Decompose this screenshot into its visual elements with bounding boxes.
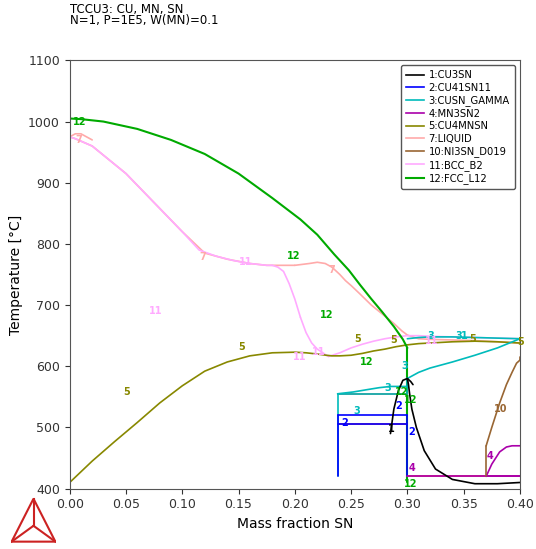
Text: 10: 10 — [494, 404, 508, 414]
Text: 11: 11 — [311, 347, 325, 357]
Text: 12: 12 — [404, 395, 418, 405]
Text: 12: 12 — [319, 311, 333, 321]
Text: 5: 5 — [518, 337, 524, 347]
Text: 11: 11 — [239, 257, 252, 267]
Text: 12: 12 — [73, 116, 86, 127]
Y-axis label: Temperature [°C]: Temperature [°C] — [9, 214, 23, 335]
Text: 11: 11 — [293, 352, 306, 362]
Text: 5: 5 — [390, 335, 397, 345]
Text: 4: 4 — [486, 451, 493, 461]
Text: 5: 5 — [470, 334, 476, 344]
Text: 12: 12 — [287, 251, 300, 261]
Text: 1: 1 — [461, 330, 468, 341]
Text: TCCU3: CU, MN, SN: TCCU3: CU, MN, SN — [70, 3, 183, 16]
Text: N=1, P=1E5, W(MN)=0.1: N=1, P=1E5, W(MN)=0.1 — [70, 14, 218, 27]
Text: 5: 5 — [124, 387, 130, 397]
Text: 1: 1 — [388, 424, 395, 434]
X-axis label: Mass fraction SN: Mass fraction SN — [236, 517, 353, 531]
Text: 3: 3 — [402, 361, 408, 371]
Text: 3: 3 — [428, 330, 434, 341]
Text: 4: 4 — [408, 463, 415, 473]
Text: 7: 7 — [199, 253, 206, 262]
Text: 2: 2 — [395, 401, 401, 411]
Text: 12: 12 — [404, 479, 418, 489]
Text: 3: 3 — [456, 330, 463, 341]
Text: 7: 7 — [75, 135, 82, 145]
Text: 2: 2 — [341, 418, 348, 428]
Text: 2: 2 — [408, 427, 415, 438]
Text: 5: 5 — [239, 341, 245, 352]
Text: 12: 12 — [360, 357, 374, 367]
Text: 7: 7 — [329, 265, 336, 275]
Text: 3: 3 — [353, 406, 360, 416]
Text: 11: 11 — [426, 336, 439, 346]
Text: 11: 11 — [148, 306, 162, 316]
Legend: 1:CU3SN, 2:CU41SN11, 3:CUSN_GAMMA, 4:MN3SN2, 5:CU4MNSN, 7:LIQUID, 10:NI3SN_D019,: 1:CU3SN, 2:CU41SN11, 3:CUSN_GAMMA, 4:MN3… — [401, 65, 515, 189]
Text: 3: 3 — [385, 383, 392, 393]
Text: 5: 5 — [354, 334, 361, 344]
Text: 12: 12 — [395, 387, 408, 397]
